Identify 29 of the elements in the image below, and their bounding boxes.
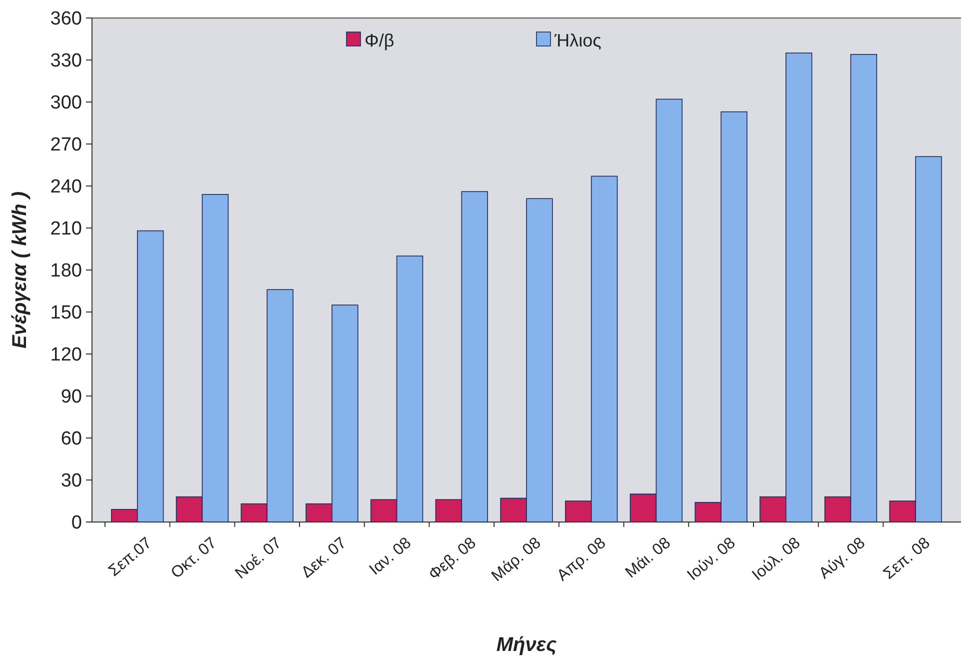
y-tick-label: 60: [60, 428, 82, 450]
x-tick-label: Φεβ. 08: [426, 534, 480, 584]
legend-label: Ήλιος: [554, 30, 602, 50]
x-tick-label: Σεπ. 08: [880, 534, 934, 583]
y-tick-label: 240: [50, 176, 82, 198]
x-tick-label: Ιούλ. 08: [749, 534, 804, 584]
legend-label: Φ/β: [364, 30, 394, 50]
x-tick-label: Μάι. 08: [622, 534, 674, 582]
x-tick-label: Ιούν. 08: [684, 534, 739, 584]
y-tick-label: 270: [50, 134, 82, 156]
x-tick-label: Αύγ. 08: [816, 534, 869, 582]
x-tick-label: Νοέ. 07: [232, 534, 285, 583]
x-tick-label: Απρ. 08: [554, 534, 610, 585]
y-tick-label: 150: [50, 302, 82, 324]
y-tick-label: 300: [50, 92, 82, 114]
y-tick-label: 360: [50, 8, 82, 30]
x-tick-label: Μάρ. 08: [488, 534, 544, 586]
y-axis-title: Ενέργεια ( kWh ): [9, 191, 31, 349]
y-tick-label: 330: [50, 50, 82, 72]
y-tick-label: 30: [60, 470, 82, 492]
y-tick-label: 210: [50, 218, 82, 240]
y-tick-label: 90: [60, 386, 82, 408]
x-tick-label: Οκτ. 07: [168, 534, 220, 582]
y-tick-label: 0: [71, 512, 82, 534]
y-tick-label: 120: [50, 344, 82, 366]
x-tick-label: Ιαν. 08: [366, 534, 415, 579]
x-axis-title: Μήνες: [496, 634, 557, 656]
y-tick-label: 180: [50, 260, 82, 282]
x-tick-label: Δεκ. 07: [298, 534, 350, 582]
